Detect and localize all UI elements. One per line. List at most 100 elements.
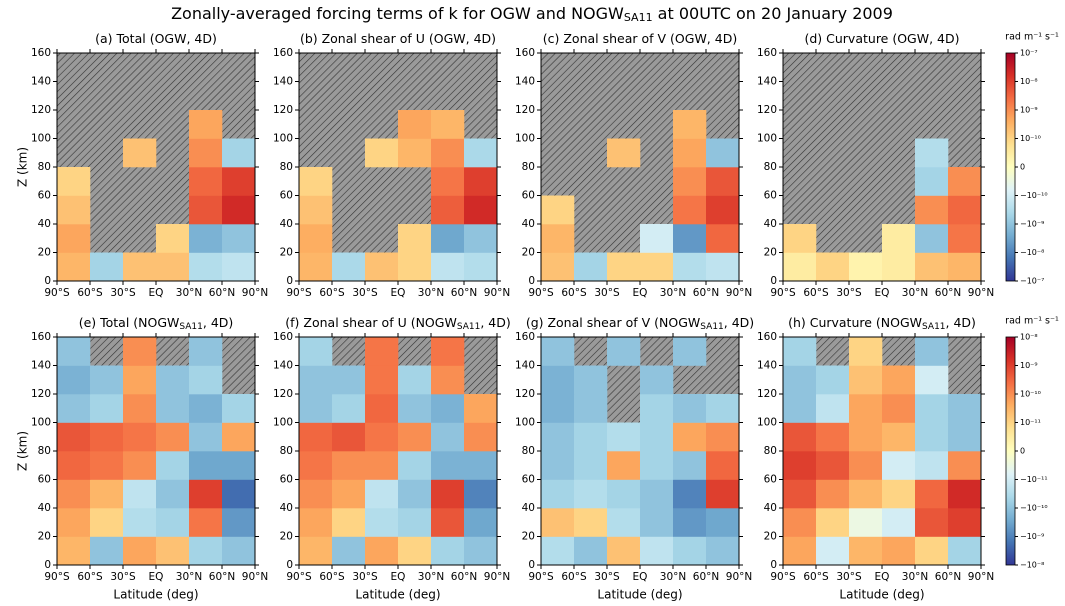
heat-cell — [915, 167, 949, 196]
heat-cell — [189, 394, 223, 423]
y-tick-label: 100 — [757, 133, 777, 145]
colorbar-tick-label: −10⁻⁸ — [1020, 561, 1044, 570]
x-axis-label: Latitude (deg) — [839, 588, 924, 602]
heat-cell — [332, 252, 366, 282]
x-tick-label: 90°N — [484, 287, 510, 299]
x-tick-label: EQ — [391, 287, 406, 299]
y-tick-label: 160 — [31, 331, 51, 343]
heat-cell — [948, 422, 982, 452]
heat-cell — [431, 138, 465, 168]
colorbar-label: rad m⁻¹ s⁻¹ — [1005, 32, 1059, 43]
heat-cell — [816, 252, 850, 282]
y-tick-label: 160 — [515, 331, 535, 343]
heat-cell — [673, 224, 707, 253]
heat-cell — [915, 422, 949, 452]
heat-cell — [849, 451, 883, 480]
y-tick-label: 80 — [38, 161, 51, 173]
colorbar-tick-label: −10⁻⁹ — [1020, 532, 1044, 541]
heat-cell — [882, 224, 916, 253]
x-tick-label: 90°S — [770, 287, 796, 299]
heat-cell — [948, 508, 982, 537]
x-tick-label: 90°S — [770, 571, 796, 583]
heat-cell — [90, 365, 124, 395]
heat-cell — [57, 167, 91, 196]
heat-cell — [299, 422, 333, 452]
heat-cell — [574, 394, 608, 423]
panel-title: (c) Zonal shear of V (OGW, 4D) — [543, 31, 737, 46]
heat-cell — [123, 337, 157, 366]
x-tick-label: 30°N — [660, 571, 686, 583]
y-tick-label: 140 — [515, 76, 535, 88]
heat-cell — [783, 508, 817, 537]
heat-cell — [332, 536, 366, 566]
x-tick-label: 30°S — [836, 287, 862, 299]
heat-cell — [398, 422, 432, 452]
y-tick-label: 20 — [38, 531, 51, 543]
y-tick-label: 80 — [280, 445, 293, 457]
y-tick-label: 20 — [764, 247, 777, 259]
heat-cell — [783, 365, 817, 395]
heat-cell — [365, 536, 399, 566]
heat-cell — [541, 195, 575, 225]
heat-cell — [222, 479, 256, 509]
y-tick-label: 0 — [770, 559, 777, 571]
heat-cell — [882, 508, 916, 537]
colorbar-tick-label: −10⁻⁷ — [1020, 277, 1044, 286]
heat-cell — [222, 195, 256, 225]
heat-cell — [882, 536, 916, 566]
y-tick-label: 40 — [38, 218, 51, 230]
y-tick-label: 80 — [764, 445, 777, 457]
heat-cell — [431, 337, 465, 366]
heat-cell — [156, 224, 190, 253]
y-tick-label: 120 — [515, 104, 535, 116]
heat-cell — [332, 394, 366, 423]
y-tick-label: 140 — [515, 360, 535, 372]
x-tick-label: 90°S — [44, 287, 70, 299]
heat-cell — [189, 224, 223, 253]
heat-cell — [607, 252, 641, 282]
heat-cell — [849, 508, 883, 537]
heat-cell — [849, 252, 883, 282]
heat-cell — [783, 337, 817, 366]
heat-cell — [882, 394, 916, 423]
heat-cell — [607, 422, 641, 452]
colorbar — [1005, 52, 1016, 282]
panel-title-subscript: SA11 — [922, 322, 946, 332]
y-tick-label: 40 — [764, 502, 777, 514]
heat-cell — [189, 337, 223, 366]
y-tick-label: 40 — [764, 218, 777, 230]
y-tick-label: 20 — [522, 531, 535, 543]
heat-cell — [189, 479, 223, 509]
heat-cell — [915, 365, 949, 395]
heat-cell — [156, 479, 190, 509]
heat-cell — [915, 479, 949, 509]
panel-title: (h) Curvature (NOGWSA11, 4D) — [788, 315, 976, 332]
y-tick-label: 80 — [522, 161, 535, 173]
heat-cell — [882, 252, 916, 282]
heat-cell — [541, 224, 575, 253]
heat-cell — [464, 195, 498, 225]
heat-cell — [222, 422, 256, 452]
heat-cell — [640, 536, 674, 566]
heat-cell — [464, 451, 498, 480]
heat-cell — [541, 365, 575, 395]
x-tick-label: 30°S — [110, 287, 136, 299]
heat-cell — [783, 422, 817, 452]
heat-cell — [222, 508, 256, 537]
x-axis-label: Latitude (deg) — [355, 588, 440, 602]
heat-cell — [783, 394, 817, 423]
heat-cell — [222, 536, 256, 566]
heat-cell — [783, 479, 817, 509]
heat-cell — [706, 451, 740, 480]
heat-cell — [398, 224, 432, 253]
heat-cell — [431, 394, 465, 423]
heat-cell — [57, 508, 91, 537]
x-tick-label: 30°N — [176, 287, 202, 299]
heat-cell — [607, 536, 641, 566]
panel-title-text: (f) Zonal shear of U (NOGW — [285, 315, 457, 330]
x-tick-label: EQ — [149, 287, 164, 299]
heat-cell — [673, 195, 707, 225]
y-tick-label: 80 — [38, 445, 51, 457]
heat-cell — [57, 337, 91, 366]
y-tick-label: 100 — [757, 417, 777, 429]
